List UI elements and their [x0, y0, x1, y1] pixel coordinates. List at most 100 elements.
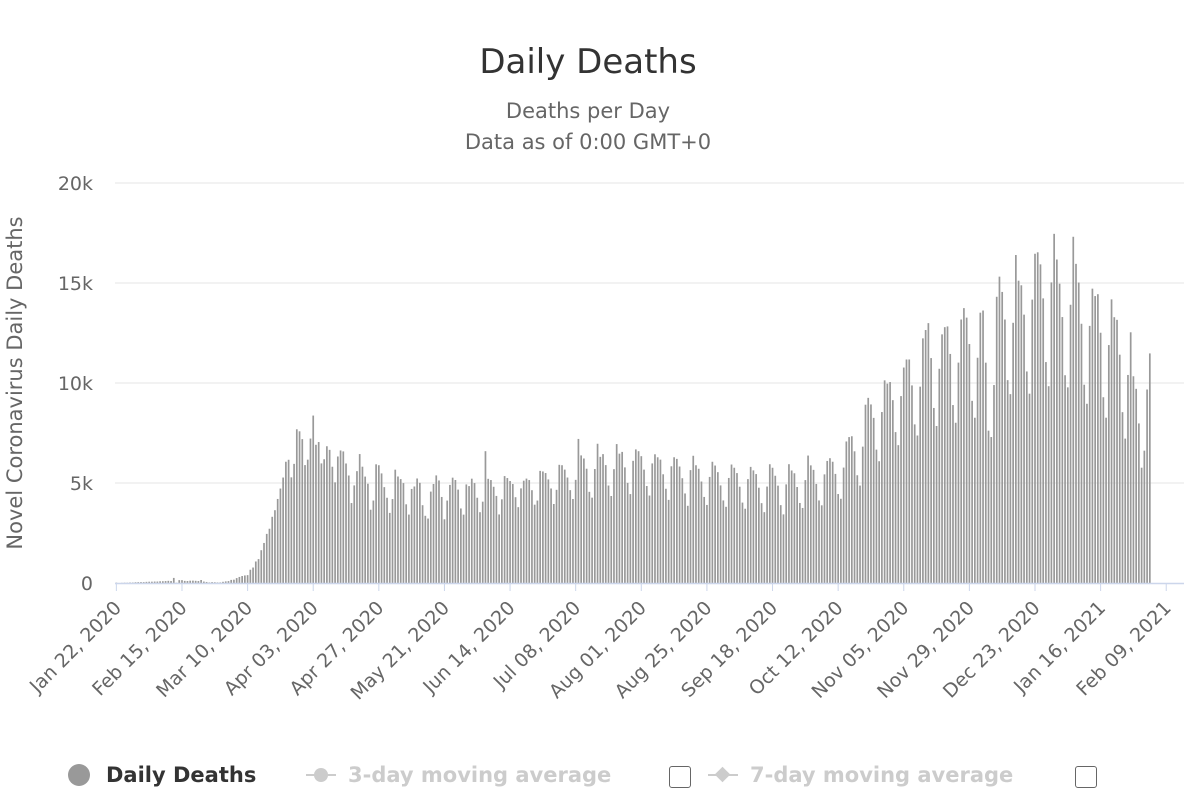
bar[interactable] [946, 326, 949, 583]
bar[interactable] [164, 581, 167, 583]
bar[interactable] [172, 577, 175, 583]
bar[interactable] [982, 310, 984, 583]
bar[interactable] [807, 455, 809, 583]
bar[interactable] [399, 479, 402, 583]
bar[interactable] [449, 484, 451, 583]
bar[interactable] [861, 446, 864, 583]
bar[interactable] [1148, 353, 1151, 583]
bar[interactable] [1045, 362, 1047, 583]
bar[interactable] [397, 476, 399, 584]
bar[interactable] [670, 466, 673, 583]
bar[interactable] [574, 479, 577, 583]
bar[interactable] [539, 470, 541, 583]
bar[interactable] [167, 580, 170, 583]
bar[interactable] [197, 581, 200, 583]
bar[interactable] [1083, 384, 1086, 583]
bar[interactable] [479, 512, 481, 583]
bar[interactable] [301, 439, 304, 583]
bar[interactable] [651, 463, 654, 583]
bar[interactable] [544, 473, 547, 583]
bar[interactable] [577, 438, 580, 583]
bar[interactable] [1017, 280, 1020, 583]
bar[interactable] [842, 467, 845, 583]
bar[interactable] [583, 458, 585, 584]
bar[interactable] [993, 385, 995, 583]
bar[interactable] [952, 405, 954, 583]
bar[interactable] [241, 576, 243, 583]
bar[interactable] [260, 550, 263, 583]
bar[interactable] [867, 397, 870, 583]
bar[interactable] [542, 471, 544, 583]
bar[interactable] [561, 465, 563, 583]
bar[interactable] [336, 456, 339, 583]
bar[interactable] [129, 582, 131, 583]
bar[interactable] [189, 580, 192, 583]
bar[interactable] [1066, 387, 1069, 583]
bar[interactable] [419, 482, 421, 583]
bar[interactable] [350, 503, 353, 583]
bar[interactable] [785, 484, 788, 583]
bar[interactable] [1009, 394, 1012, 583]
bar[interactable] [897, 445, 900, 583]
bar[interactable] [438, 480, 440, 583]
bar[interactable] [495, 495, 498, 583]
bar[interactable] [976, 357, 979, 583]
bar[interactable] [380, 473, 383, 583]
bar[interactable] [498, 514, 500, 583]
bar[interactable] [1140, 467, 1143, 583]
bar[interactable] [501, 499, 503, 583]
bar[interactable] [796, 487, 798, 583]
bar[interactable] [891, 400, 894, 583]
bar[interactable] [782, 514, 785, 583]
bar[interactable] [416, 478, 418, 583]
bar[interactable] [990, 437, 993, 583]
bar[interactable] [763, 512, 766, 583]
bar[interactable] [790, 470, 793, 583]
bar[interactable] [845, 441, 848, 583]
bar[interactable] [525, 478, 528, 583]
bar[interactable] [788, 464, 790, 583]
bar[interactable] [711, 461, 714, 583]
bar[interactable] [965, 317, 968, 583]
bar[interactable] [186, 581, 189, 583]
bar[interactable] [367, 483, 369, 583]
bar[interactable] [446, 500, 449, 583]
bar[interactable] [1099, 332, 1102, 583]
bar[interactable] [295, 429, 298, 583]
bar[interactable] [815, 483, 818, 583]
bar[interactable] [984, 362, 987, 583]
bar[interactable] [279, 488, 282, 583]
bar[interactable] [429, 491, 432, 583]
bar[interactable] [492, 486, 495, 583]
bar[interactable] [881, 412, 883, 583]
bar[interactable] [470, 478, 473, 583]
bar[interactable] [490, 480, 492, 583]
bar[interactable] [1086, 403, 1088, 583]
bar[interactable] [522, 480, 525, 583]
bar[interactable] [424, 515, 427, 583]
bar[interactable] [1097, 294, 1099, 583]
bar[interactable] [205, 581, 208, 583]
bar[interactable] [194, 580, 197, 583]
bar[interactable] [752, 470, 755, 583]
bar[interactable] [596, 443, 599, 583]
bar[interactable] [706, 504, 708, 583]
bar[interactable] [593, 469, 596, 583]
legend-item-daily-deaths[interactable]: Daily Deaths [68, 758, 256, 792]
bar[interactable] [613, 469, 615, 583]
bar[interactable] [377, 465, 380, 583]
bar[interactable] [246, 575, 249, 583]
bar[interactable] [916, 435, 919, 584]
bar[interactable] [364, 476, 367, 583]
bar[interactable] [460, 508, 462, 583]
bar-series-daily-deaths[interactable] [115, 233, 1151, 584]
bar[interactable] [254, 561, 257, 583]
bar[interactable] [265, 533, 268, 583]
bar[interactable] [1146, 389, 1148, 584]
bar[interactable] [326, 446, 328, 583]
checkbox-7-day-moving-average[interactable] [1075, 766, 1097, 788]
bar[interactable] [287, 459, 290, 583]
bar[interactable] [856, 475, 859, 583]
bar[interactable] [334, 482, 336, 583]
bar[interactable] [971, 400, 973, 583]
